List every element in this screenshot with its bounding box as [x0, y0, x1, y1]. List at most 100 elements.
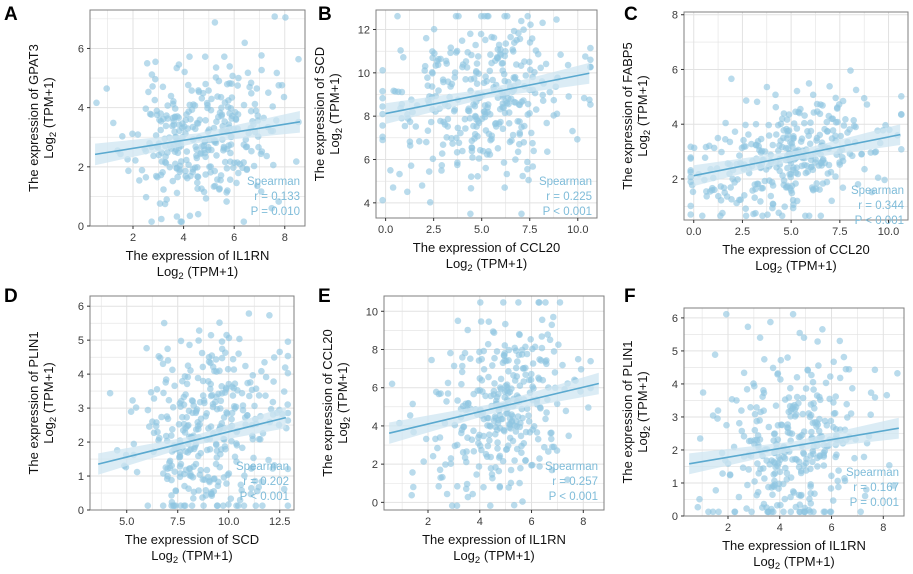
data-point	[740, 433, 748, 440]
data-point	[709, 508, 717, 516]
data-point	[185, 421, 192, 429]
y-tick-label: 0	[672, 511, 678, 523]
data-point	[192, 460, 200, 468]
data-point	[432, 388, 440, 396]
data-point	[769, 141, 777, 149]
y-tick-label: 5	[672, 346, 678, 358]
data-point	[169, 404, 177, 411]
data-point	[475, 434, 482, 441]
data-point	[817, 159, 825, 167]
data-point	[539, 91, 546, 99]
data-point	[478, 377, 486, 384]
data-point	[173, 213, 181, 220]
data-point	[434, 444, 441, 452]
data-point	[727, 184, 734, 191]
data-point	[499, 67, 507, 74]
data-point	[150, 429, 158, 437]
data-point	[494, 145, 502, 152]
data-point	[790, 120, 798, 127]
data-point	[212, 460, 220, 468]
data-point	[760, 500, 768, 508]
y-axis-title: The expression of SCD	[312, 47, 327, 181]
data-point	[513, 36, 520, 44]
y-tick-label: 8	[364, 111, 370, 123]
data-point	[246, 392, 253, 400]
stat-r: r = 0.225	[546, 191, 592, 203]
data-point	[280, 388, 288, 395]
data-point	[792, 455, 799, 463]
data-point	[687, 178, 694, 186]
data-point	[882, 121, 889, 129]
data-point	[379, 94, 386, 102]
data-point	[773, 502, 781, 509]
data-point	[777, 356, 785, 364]
data-point	[163, 475, 171, 483]
data-point	[799, 410, 807, 418]
data-point	[253, 182, 261, 190]
data-point	[241, 39, 248, 47]
data-point	[511, 457, 518, 464]
data-point	[148, 218, 155, 225]
data-point	[182, 116, 190, 124]
data-point	[807, 163, 815, 171]
data-point	[428, 356, 435, 364]
data-point	[817, 212, 825, 220]
data-point	[776, 167, 783, 175]
data-point	[484, 340, 492, 348]
data-point	[218, 390, 226, 397]
y-axis-log-label: Log2 (TPM+1)	[335, 362, 353, 444]
data-point	[262, 392, 269, 400]
data-point	[517, 419, 524, 427]
data-point	[881, 176, 888, 184]
data-point	[171, 468, 178, 476]
data-point	[194, 374, 202, 382]
data-point	[524, 12, 531, 20]
data-point	[409, 400, 417, 408]
data-point	[526, 58, 533, 66]
data-point	[824, 128, 831, 135]
data-point	[454, 483, 461, 490]
data-point	[451, 74, 459, 81]
data-point	[162, 379, 169, 386]
data-point	[764, 211, 771, 218]
data-point	[158, 413, 165, 421]
data-point	[479, 147, 487, 155]
data-point	[503, 170, 511, 178]
data-point	[813, 137, 820, 144]
data-point	[464, 326, 472, 334]
data-point	[829, 497, 837, 504]
data-point	[448, 502, 456, 510]
x-axis-title: The expression of CCL20	[722, 242, 869, 257]
data-point	[532, 106, 540, 113]
data-point	[480, 483, 487, 491]
plot-frame	[683, 11, 909, 221]
data-point	[225, 121, 233, 128]
data-point	[443, 490, 451, 498]
data-point	[192, 125, 199, 133]
data-point	[177, 470, 184, 477]
data-point	[767, 318, 774, 326]
data-point	[451, 106, 459, 113]
data-point	[471, 102, 479, 110]
data-point	[489, 362, 496, 369]
x-axis-log-label: Log2 (TPM+1)	[453, 548, 535, 566]
data-point	[148, 71, 156, 78]
data-point	[251, 100, 259, 108]
data-point	[258, 66, 265, 74]
data-point	[489, 474, 496, 482]
data-point	[770, 471, 777, 478]
data-point	[205, 378, 212, 385]
data-point	[486, 431, 493, 439]
data-point	[808, 371, 815, 379]
x-tick-label: 7.5	[522, 224, 537, 236]
y-tick-label: 4	[372, 421, 378, 433]
data-point	[494, 445, 501, 452]
data-point	[467, 30, 474, 38]
data-point	[586, 96, 593, 104]
data-point	[736, 152, 743, 159]
y-tick-label: 12	[358, 25, 370, 37]
data-point	[841, 475, 848, 482]
data-point	[145, 88, 152, 96]
data-point	[512, 364, 520, 372]
data-point	[438, 162, 446, 169]
